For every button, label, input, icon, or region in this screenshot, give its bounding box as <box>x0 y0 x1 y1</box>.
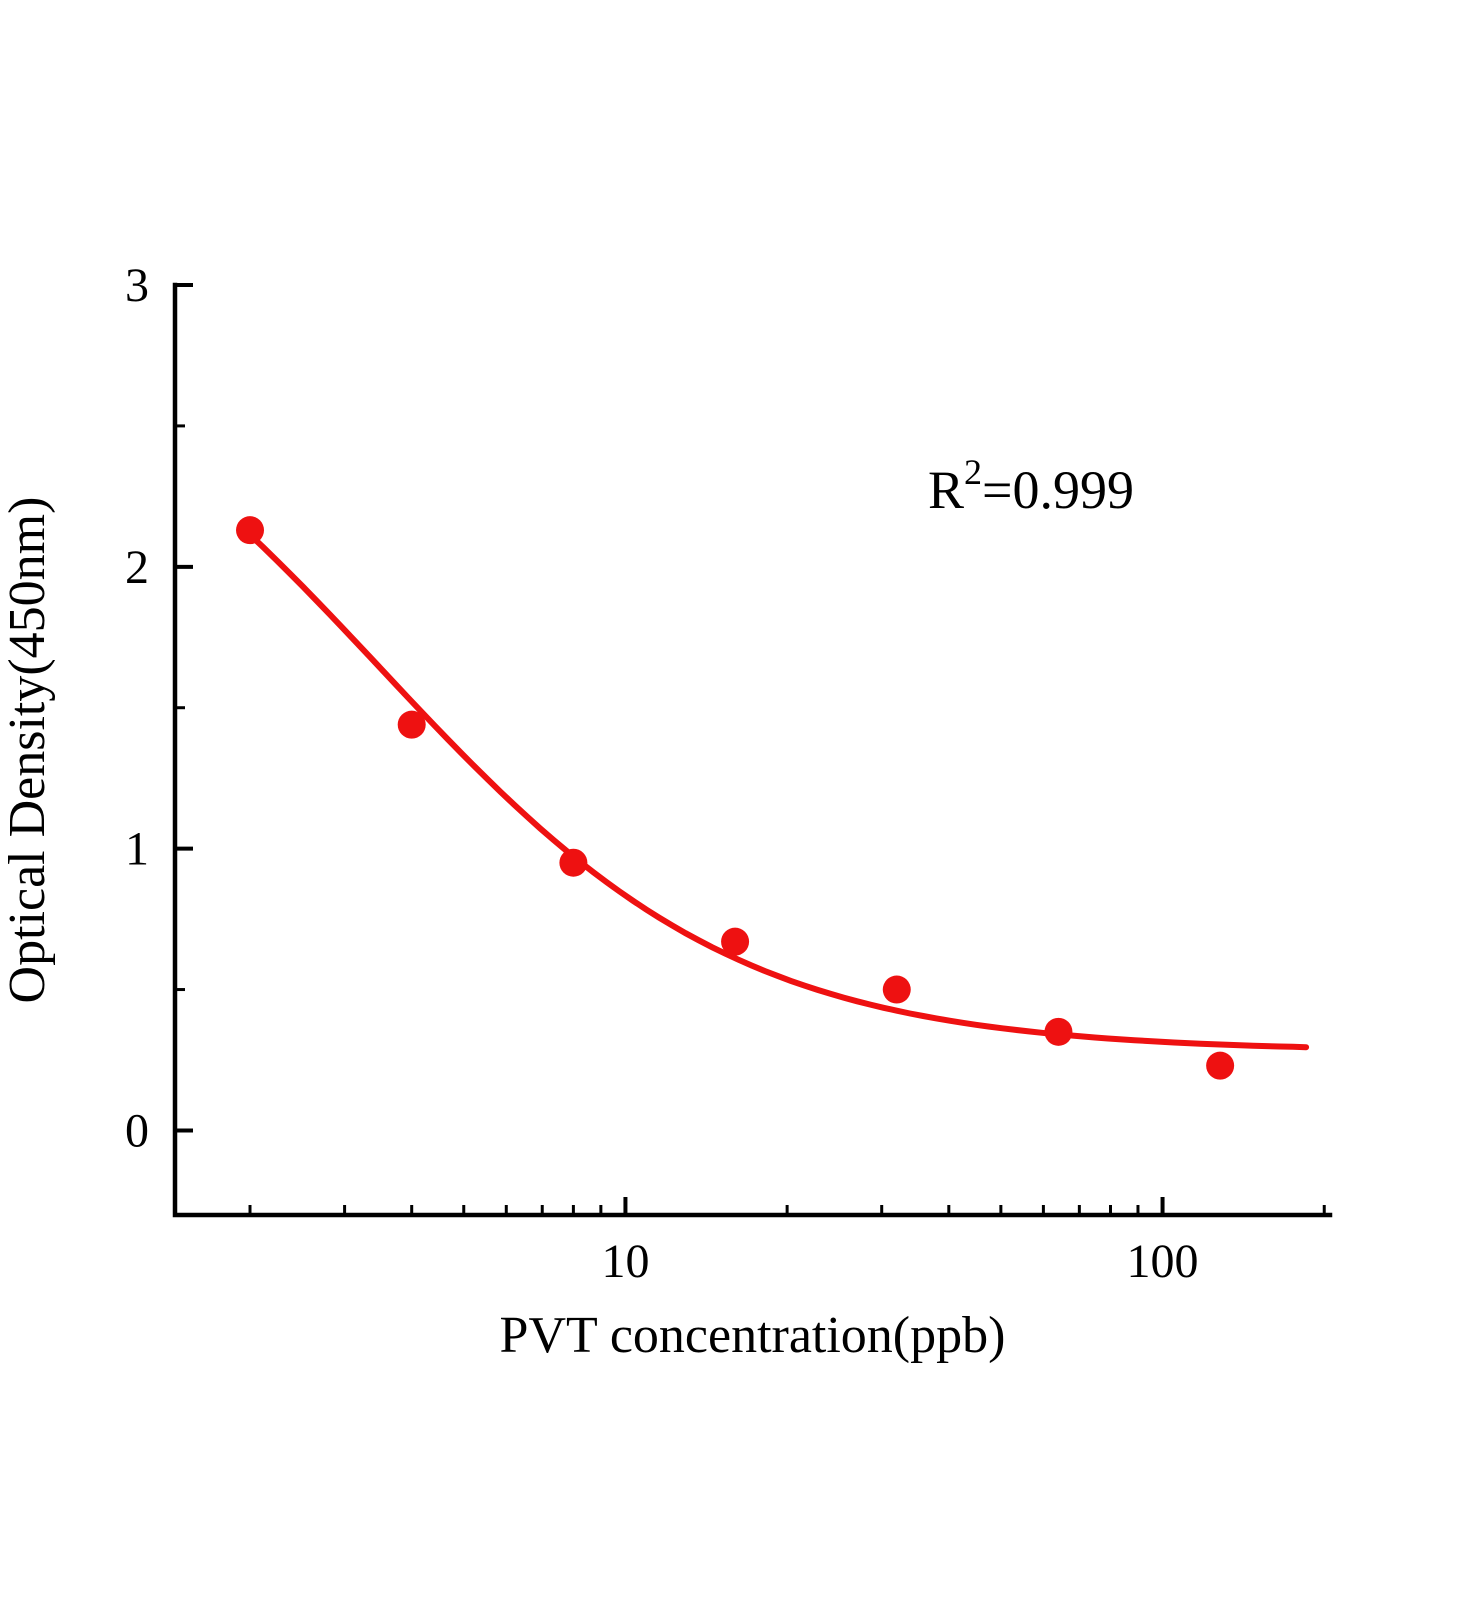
data-point <box>1206 1051 1235 1080</box>
axes <box>172 282 1333 1218</box>
fit-curve <box>247 531 1310 1051</box>
x-tick-label: 10 <box>601 1235 649 1288</box>
y-axis-title: Optical Density(450nm) <box>0 497 56 1004</box>
data-point <box>1044 1017 1073 1046</box>
y-tick-label: 2 <box>125 541 149 594</box>
data-point <box>882 975 911 1004</box>
y-tick-label: 1 <box>125 823 149 876</box>
data-point <box>721 927 750 956</box>
r-squared-annotation: R2=0.999 <box>928 452 1134 520</box>
y-tick-label: 0 <box>125 1104 149 1157</box>
data-point <box>397 710 426 739</box>
data-point <box>236 516 265 545</box>
y-tick-label: 3 <box>125 259 149 312</box>
x-tick-label: 100 <box>1127 1235 1199 1288</box>
data-point <box>559 848 588 877</box>
x-axis-title: PVT concentration(ppb) <box>500 1307 1006 1364</box>
